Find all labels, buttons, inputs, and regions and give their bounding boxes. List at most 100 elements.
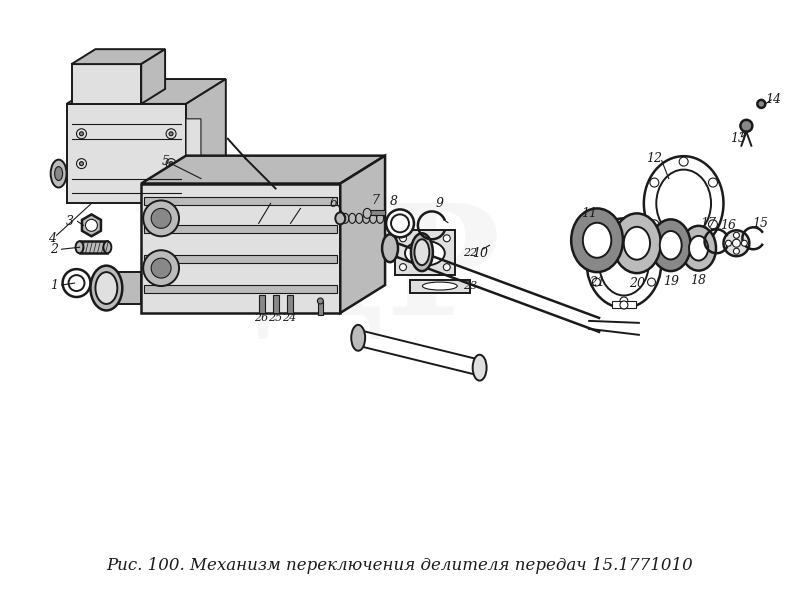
Polygon shape: [370, 211, 385, 215]
Circle shape: [77, 129, 86, 139]
Circle shape: [647, 240, 655, 248]
Polygon shape: [66, 104, 186, 203]
Ellipse shape: [624, 227, 650, 260]
Polygon shape: [142, 183, 340, 313]
Ellipse shape: [681, 226, 716, 270]
Ellipse shape: [414, 239, 430, 265]
Circle shape: [79, 132, 83, 136]
Text: 11: 11: [581, 207, 597, 220]
Polygon shape: [670, 243, 697, 250]
Polygon shape: [186, 79, 226, 203]
Ellipse shape: [660, 231, 682, 260]
Text: 2: 2: [50, 243, 58, 256]
Text: 23: 23: [462, 281, 477, 291]
Polygon shape: [106, 272, 142, 304]
Text: 14: 14: [766, 94, 782, 106]
Circle shape: [151, 258, 171, 278]
Ellipse shape: [689, 236, 708, 260]
Circle shape: [399, 235, 406, 242]
Polygon shape: [410, 280, 470, 293]
Ellipse shape: [90, 266, 122, 310]
Ellipse shape: [391, 215, 409, 232]
Text: Рис. 100. Механизм переключения делителя передач 15.1771010: Рис. 100. Механизм переключения делителя…: [106, 557, 694, 574]
Circle shape: [680, 243, 688, 251]
Circle shape: [592, 278, 600, 286]
Text: 15: 15: [752, 217, 768, 230]
Polygon shape: [318, 301, 323, 315]
Text: 10: 10: [472, 247, 488, 260]
Text: 13: 13: [730, 132, 746, 145]
Text: 21: 21: [589, 276, 605, 289]
Circle shape: [650, 178, 659, 187]
Ellipse shape: [599, 231, 649, 295]
Ellipse shape: [613, 213, 661, 273]
Polygon shape: [142, 156, 385, 183]
Polygon shape: [144, 225, 338, 233]
Polygon shape: [79, 241, 107, 253]
Circle shape: [443, 264, 450, 270]
Text: 4: 4: [48, 232, 56, 245]
Ellipse shape: [656, 170, 711, 237]
Ellipse shape: [95, 272, 118, 304]
Circle shape: [86, 219, 98, 231]
Circle shape: [166, 129, 176, 139]
Circle shape: [62, 269, 90, 297]
Ellipse shape: [75, 241, 83, 253]
Circle shape: [620, 297, 628, 305]
Text: 6: 6: [330, 197, 338, 210]
Ellipse shape: [54, 167, 62, 180]
Circle shape: [443, 235, 450, 242]
Polygon shape: [71, 49, 165, 64]
Polygon shape: [71, 64, 142, 104]
Ellipse shape: [411, 233, 433, 271]
Text: 7: 7: [371, 194, 379, 207]
Polygon shape: [144, 197, 338, 205]
Ellipse shape: [335, 212, 346, 224]
Text: ДР: ДР: [251, 199, 502, 347]
Circle shape: [143, 200, 179, 236]
Polygon shape: [612, 301, 636, 308]
Polygon shape: [186, 119, 201, 189]
Circle shape: [143, 250, 179, 286]
Circle shape: [742, 240, 747, 246]
Circle shape: [679, 241, 688, 250]
Ellipse shape: [586, 218, 662, 308]
Text: 1: 1: [50, 279, 58, 292]
Text: 26: 26: [254, 313, 269, 323]
Polygon shape: [66, 79, 226, 104]
Ellipse shape: [473, 355, 486, 381]
Ellipse shape: [422, 282, 458, 290]
Polygon shape: [286, 295, 293, 313]
Circle shape: [620, 221, 628, 229]
Polygon shape: [273, 295, 278, 313]
Circle shape: [733, 239, 740, 247]
Circle shape: [709, 220, 718, 229]
Circle shape: [69, 275, 85, 291]
Text: 24: 24: [282, 313, 297, 323]
Ellipse shape: [363, 208, 371, 218]
Circle shape: [166, 159, 176, 168]
Polygon shape: [258, 295, 265, 313]
Circle shape: [740, 120, 752, 132]
Text: 9: 9: [436, 197, 444, 210]
Text: 8: 8: [390, 195, 398, 208]
Polygon shape: [340, 156, 385, 313]
Polygon shape: [142, 49, 165, 104]
Ellipse shape: [50, 160, 66, 187]
Ellipse shape: [723, 230, 750, 256]
Circle shape: [650, 220, 659, 229]
Ellipse shape: [644, 156, 723, 251]
Circle shape: [169, 132, 173, 136]
Circle shape: [647, 278, 655, 286]
Text: 17: 17: [701, 217, 717, 230]
Circle shape: [734, 232, 739, 238]
Polygon shape: [144, 255, 338, 263]
Text: 22: 22: [462, 248, 477, 258]
Text: 16: 16: [721, 219, 737, 232]
Text: 3: 3: [66, 215, 74, 228]
Circle shape: [679, 157, 688, 166]
Ellipse shape: [382, 234, 398, 262]
Polygon shape: [82, 215, 101, 236]
Text: 20: 20: [629, 276, 645, 289]
Circle shape: [758, 100, 766, 108]
